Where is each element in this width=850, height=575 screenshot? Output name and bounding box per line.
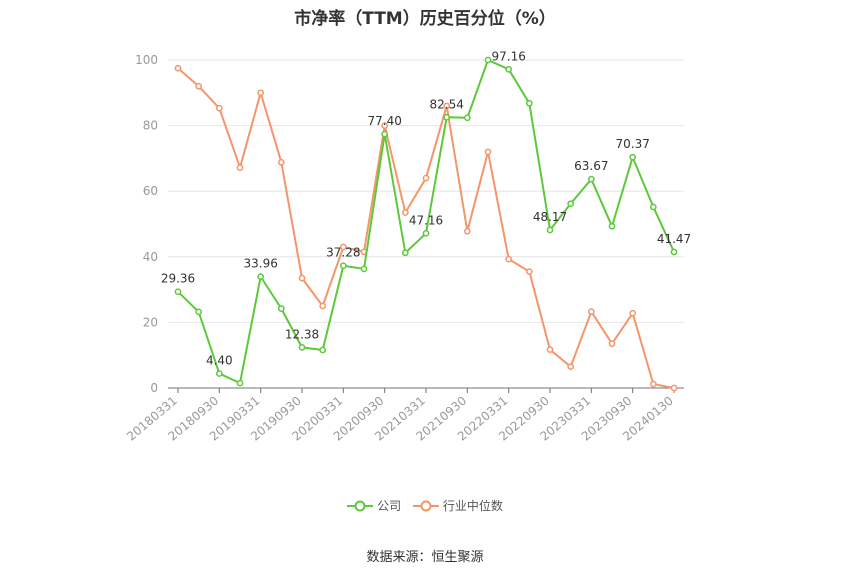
data-point: [361, 266, 366, 271]
data-point: [465, 229, 470, 234]
data-label: 82.54: [429, 97, 463, 111]
data-point: [651, 381, 656, 386]
data-point: [279, 160, 284, 165]
data-point: [465, 115, 470, 120]
data-point: [320, 303, 325, 308]
data-point: [299, 276, 304, 281]
data-label: 29.36: [161, 272, 195, 286]
data-point: [258, 274, 263, 279]
data-point: [423, 231, 428, 236]
data-label: 77.40: [367, 114, 401, 128]
legend-label: 公司: [377, 497, 401, 514]
y-tick-label: 100: [135, 53, 158, 67]
data-point: [609, 224, 614, 229]
data-point: [196, 309, 201, 314]
y-tick-label: 80: [143, 119, 158, 133]
data-point: [175, 289, 180, 294]
legend-label: 行业中位数: [443, 497, 503, 514]
data-label: 12.38: [285, 327, 319, 341]
grid-layer: [168, 60, 684, 322]
data-point: [527, 101, 532, 106]
data-point: [671, 385, 676, 390]
data-point: [217, 371, 222, 376]
data-point: [279, 306, 284, 311]
data-point: [175, 66, 180, 71]
data-point: [527, 269, 532, 274]
data-point: [217, 106, 222, 111]
data-point: [403, 250, 408, 255]
data-point: [568, 201, 573, 206]
data-point: [299, 345, 304, 350]
legend-line-marker-icon: [347, 500, 373, 512]
data-point: [547, 347, 552, 352]
data-point: [485, 149, 490, 154]
data-point: [651, 204, 656, 209]
legend: 公司 行业中位数: [0, 497, 850, 515]
data-point: [444, 115, 449, 120]
data-point: [589, 309, 594, 314]
data-label: 48.17: [533, 210, 567, 224]
y-tick-label: 0: [150, 381, 158, 395]
data-label: 33.96: [243, 257, 277, 271]
data-label: 4.40: [206, 354, 233, 368]
legend-item-company[interactable]: 公司: [347, 497, 401, 514]
data-label: 37.28: [326, 246, 360, 260]
data-label: 47.16: [409, 213, 443, 227]
data-label-layer: 29.36 4.40 33.96 12.38 37.28 77.40 47.16 82.54 9…: [161, 49, 691, 367]
data-point: [630, 311, 635, 316]
data-point: [485, 57, 490, 62]
data-label: 63.67: [574, 159, 608, 173]
data-point: [589, 177, 594, 182]
legend-line-marker-icon: [413, 500, 439, 512]
data-point: [403, 210, 408, 215]
data-point: [237, 380, 242, 385]
data-point: [382, 132, 387, 137]
data-point: [320, 347, 325, 352]
data-label: 70.37: [615, 137, 649, 151]
data-point: [671, 249, 676, 254]
data-point: [506, 67, 511, 72]
data-point: [568, 364, 573, 369]
data-label: 41.47: [657, 232, 691, 246]
data-point: [258, 90, 263, 95]
data-point: [506, 256, 511, 261]
source-note: 数据来源：恒生聚源: [0, 546, 850, 565]
y-tick-label: 20: [143, 315, 158, 329]
data-point: [630, 155, 635, 160]
y-tick-label: 60: [143, 184, 158, 198]
data-point: [609, 341, 614, 346]
data-point: [237, 165, 242, 170]
data-point: [423, 175, 428, 180]
data-point: [196, 84, 201, 89]
y-tick-label: 40: [143, 250, 158, 264]
data-point: [547, 227, 552, 232]
data-label: 97.16: [491, 49, 525, 63]
legend-item-industry-median[interactable]: 行业中位数: [413, 497, 503, 514]
data-point: [341, 263, 346, 268]
